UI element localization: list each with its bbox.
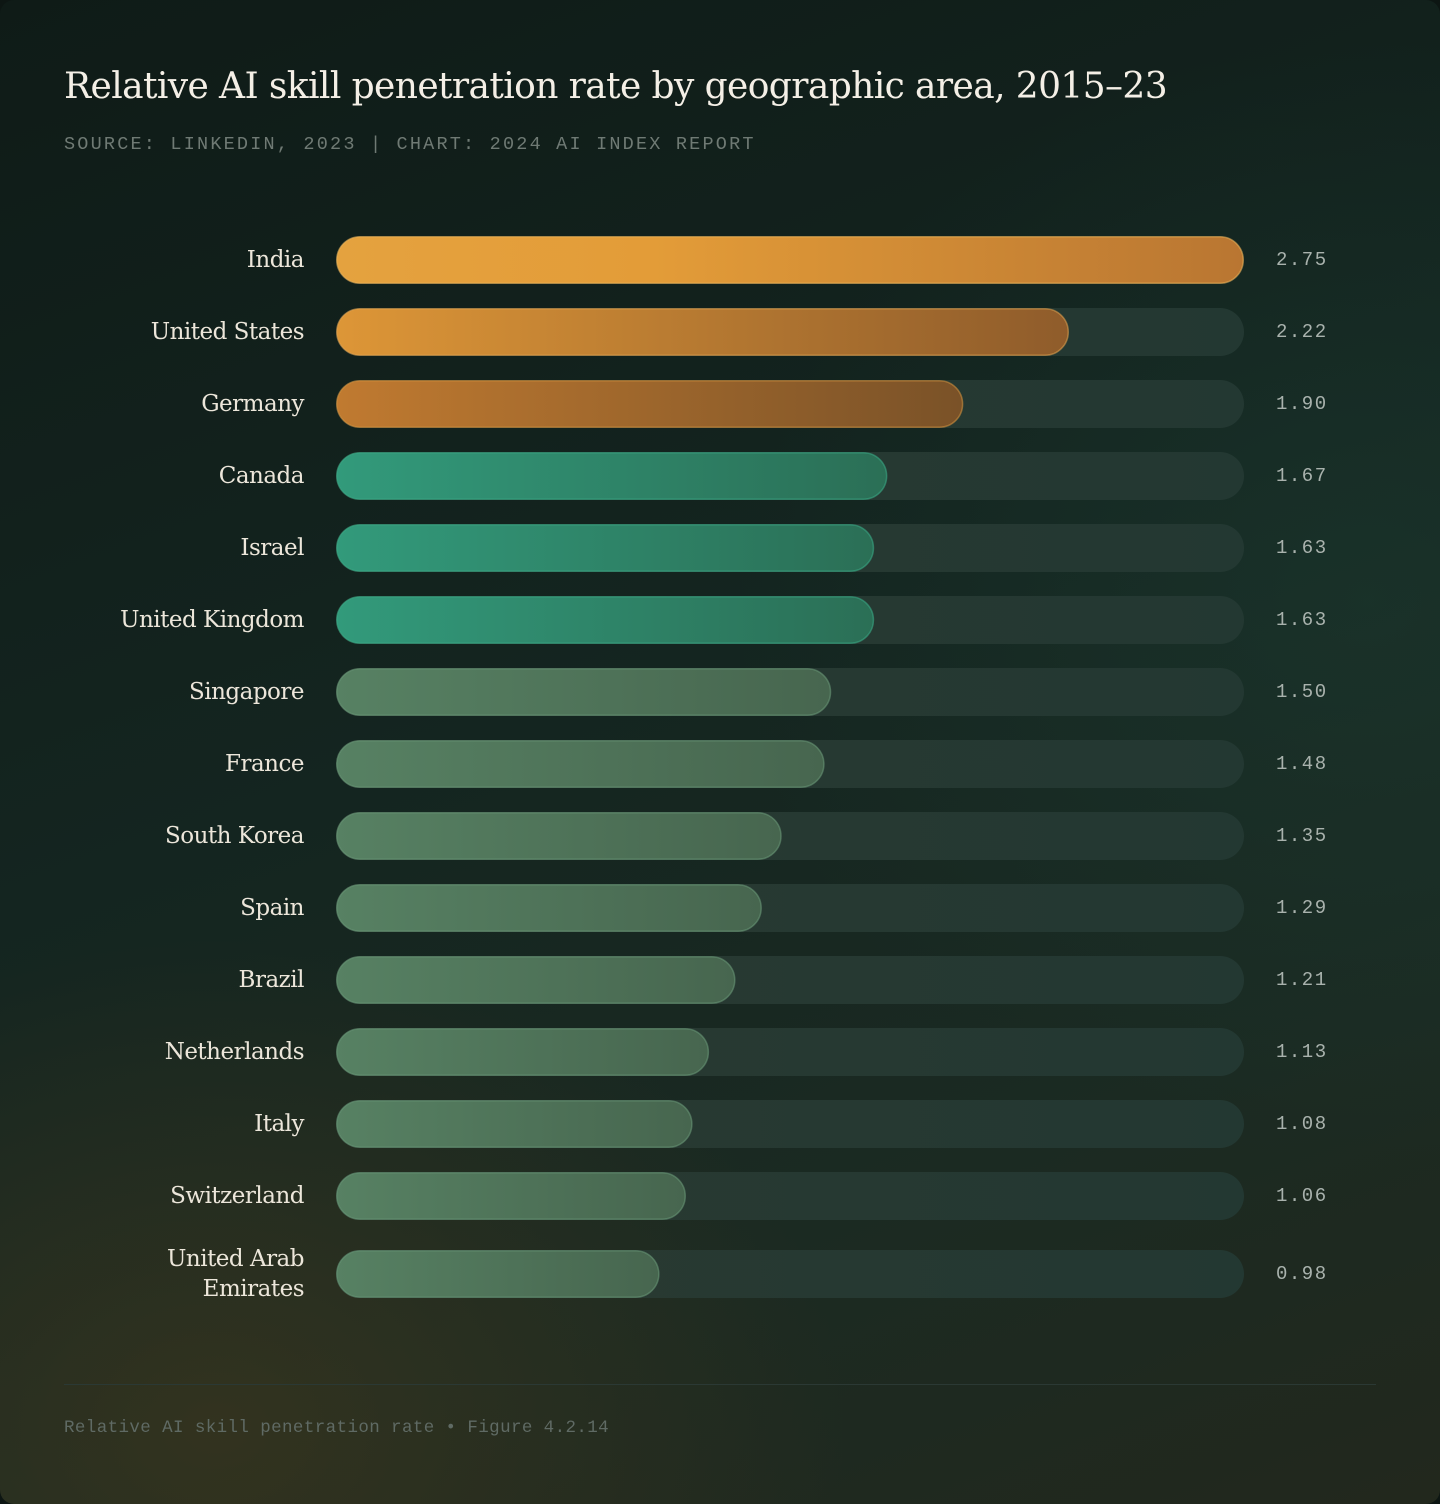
bar-row: Singapore 1.50	[189, 668, 1328, 716]
value-label: 0.98	[1276, 1263, 1328, 1285]
bar	[336, 452, 888, 500]
bar-row: Israel 1.63	[240, 524, 1328, 572]
bar	[336, 884, 762, 932]
value-label: 1.90	[1276, 393, 1328, 415]
value-label: 1.63	[1276, 609, 1328, 631]
value-label: 1.13	[1276, 1041, 1328, 1063]
bar	[336, 1172, 686, 1220]
value-label: 1.50	[1276, 681, 1328, 703]
category-label: Brazil	[239, 967, 305, 993]
bar	[336, 1250, 660, 1298]
bar-row: Germany 1.90	[201, 380, 1328, 428]
value-label: 1.63	[1276, 537, 1328, 559]
bar	[336, 956, 736, 1004]
category-label: Netherlands	[165, 1039, 304, 1065]
chart-title: Relative AI skill penetration rate by ge…	[64, 66, 1168, 107]
category-label: United States	[151, 319, 304, 345]
category-label: South Korea	[165, 823, 305, 849]
bar-row: United Arab Emirates 0.98	[167, 1246, 1328, 1302]
category-label: Singapore	[189, 679, 304, 705]
bar-row: Switzerland 1.06	[170, 1172, 1328, 1220]
bar-row: United States 2.22	[151, 308, 1328, 356]
bar	[336, 812, 782, 860]
bar-row: Brazil 1.21	[239, 956, 1328, 1004]
bar	[336, 308, 1070, 356]
bar-row: Netherlands 1.13	[165, 1028, 1328, 1076]
chart-source-line: SOURCE: LINKEDIN, 2023 | CHART: 2024 AI …	[64, 134, 756, 155]
figure-caption: Relative AI skill penetration rate • Fig…	[64, 1418, 610, 1438]
value-label: 1.21	[1276, 969, 1328, 991]
bar	[336, 236, 1244, 284]
category-label: France	[225, 751, 304, 777]
value-label: 2.22	[1276, 321, 1328, 343]
bar	[336, 1100, 693, 1148]
bar-row: Italy 1.08	[254, 1100, 1328, 1148]
footer-divider	[64, 1384, 1376, 1385]
bar-row: Canada 1.67	[219, 452, 1328, 500]
value-label: 1.08	[1276, 1113, 1328, 1135]
bar-row: United Kingdom 1.63	[120, 596, 1328, 644]
value-label: 1.29	[1276, 897, 1328, 919]
category-label: Switzerland	[170, 1183, 305, 1209]
bar	[336, 380, 964, 428]
category-label: Canada	[219, 463, 305, 489]
category-label: Spain	[240, 895, 305, 921]
category-label: Israel	[240, 535, 304, 561]
bar-row: France 1.48	[225, 740, 1328, 788]
bar	[336, 740, 825, 788]
value-label: 1.48	[1276, 753, 1328, 775]
category-label: Germany	[201, 391, 304, 417]
bar	[336, 1028, 710, 1076]
category-label: India	[247, 247, 305, 273]
value-label: 1.06	[1276, 1185, 1328, 1207]
bar	[336, 596, 875, 644]
category-label: United Arab Emirates	[167, 1246, 304, 1302]
category-label: United Kingdom	[120, 607, 305, 633]
bar	[336, 668, 832, 716]
bar-row: Spain 1.29	[240, 884, 1328, 932]
value-label: 2.75	[1276, 249, 1328, 271]
value-label: 1.67	[1276, 465, 1328, 487]
bar	[336, 524, 875, 572]
value-label: 1.35	[1276, 825, 1328, 847]
bar-row: India 2.75	[247, 236, 1328, 284]
bar-row: South Korea 1.35	[165, 812, 1328, 860]
category-label: Italy	[254, 1111, 304, 1137]
